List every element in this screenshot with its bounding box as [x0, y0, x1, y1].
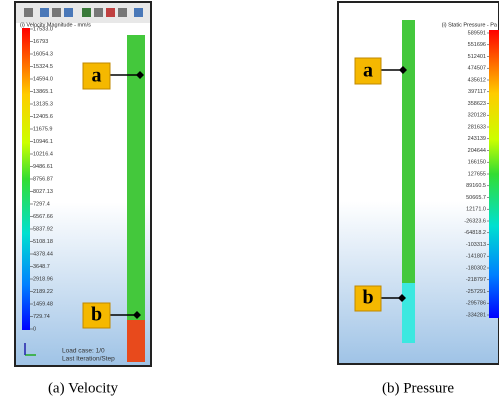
legend-label: 2918.96 — [33, 276, 53, 282]
marker-label: a — [92, 65, 102, 87]
marker-label: b — [91, 304, 102, 326]
legend-label: -26323.6 — [464, 218, 486, 224]
legend-label: -180302 — [466, 265, 486, 271]
legend-label: 9486.61 — [33, 164, 53, 170]
legend-label: 729.74 — [33, 314, 50, 320]
legend-label: 12405.6 — [33, 114, 53, 120]
pipe-upper — [127, 35, 145, 322]
footer-text: Load case: 1/0 — [62, 348, 105, 355]
legend-label: 10216.4 — [33, 151, 53, 157]
legend-label: 5837.92 — [33, 226, 53, 232]
caption: (a) Velocity — [48, 380, 119, 396]
legend-label: 13865.1 — [33, 89, 53, 95]
legend-label: 16793 — [33, 39, 48, 45]
pipe-lower — [402, 283, 415, 343]
legend-label: 3648.7 — [33, 264, 50, 270]
pipe-lower — [127, 320, 145, 362]
legend-label: 1459.48 — [33, 301, 53, 307]
page: {"panels": [ {"legend": {"title": "(i) V… — [0, 0, 499, 406]
legend-label: 8756.87 — [33, 176, 53, 182]
legend-label: 6567.66 — [33, 214, 53, 220]
figure: a b a b (i) Velocity Magnitude - mm/s (i… — [0, 0, 499, 406]
legend-label: 551696 — [468, 42, 486, 48]
legend-label: -218797 — [466, 277, 486, 283]
legend-label: 15324.5 — [33, 64, 53, 70]
marker-label: a — [363, 60, 373, 82]
legend-title: (i) Velocity Magnitude - mm/s — [20, 22, 91, 28]
legend-label: 8027.13 — [33, 189, 53, 195]
legend-label: 2189.22 — [33, 289, 53, 295]
legend-title: (i) Static Pressure - Pa — [442, 22, 498, 28]
legend-label: 50665.7 — [466, 195, 486, 201]
legend-label: -103313 — [466, 242, 486, 248]
legend-label: 16054.3 — [33, 51, 53, 57]
legend-label: 204644 — [468, 148, 486, 154]
legend-label: 397117 — [468, 89, 486, 95]
legend-label: 512401 — [468, 54, 486, 60]
footer-text: Last Iteration/Step — [62, 356, 115, 363]
color-scale — [489, 30, 499, 318]
legend-label: -295786 — [466, 301, 486, 307]
color-scale — [22, 28, 30, 330]
legend-label: 589591 — [468, 30, 486, 36]
legend-label: 166150 — [468, 160, 486, 166]
legend-label: 4378.44 — [33, 251, 53, 257]
legend-label: -257291 — [466, 289, 486, 295]
toolbar-icons — [24, 8, 143, 17]
legend-label: 89160.5 — [466, 183, 486, 189]
legend-label: 12171.0 — [466, 207, 486, 213]
legend-label: 7297.4 — [33, 201, 50, 207]
legend-label: 13135.3 — [33, 101, 53, 107]
legend-label: 0 — [33, 326, 36, 332]
legend-label: -141807 — [466, 254, 486, 260]
legend-label: 243139 — [468, 136, 486, 142]
legend-label: 281633 — [468, 124, 486, 130]
legend-label: 127655 — [468, 171, 486, 177]
legend-label: 10946.1 — [33, 139, 53, 145]
marker-label: b — [362, 287, 373, 309]
legend-label: 358623 — [468, 101, 486, 107]
legend-label: 17533.0 — [33, 26, 53, 32]
legend-label: 11675.9 — [33, 126, 52, 132]
legend-label: 14594.0 — [33, 76, 53, 82]
legend-label: -64818.2 — [464, 230, 486, 236]
legend-label: 474507 — [468, 66, 486, 72]
legend-label: 320128 — [468, 113, 486, 119]
pipe-upper — [402, 20, 415, 285]
legend-label: 435612 — [468, 77, 486, 83]
caption: (b) Pressure — [382, 380, 454, 396]
legend-label: 5108.18 — [33, 239, 53, 245]
legend-label: -334281 — [466, 312, 486, 318]
